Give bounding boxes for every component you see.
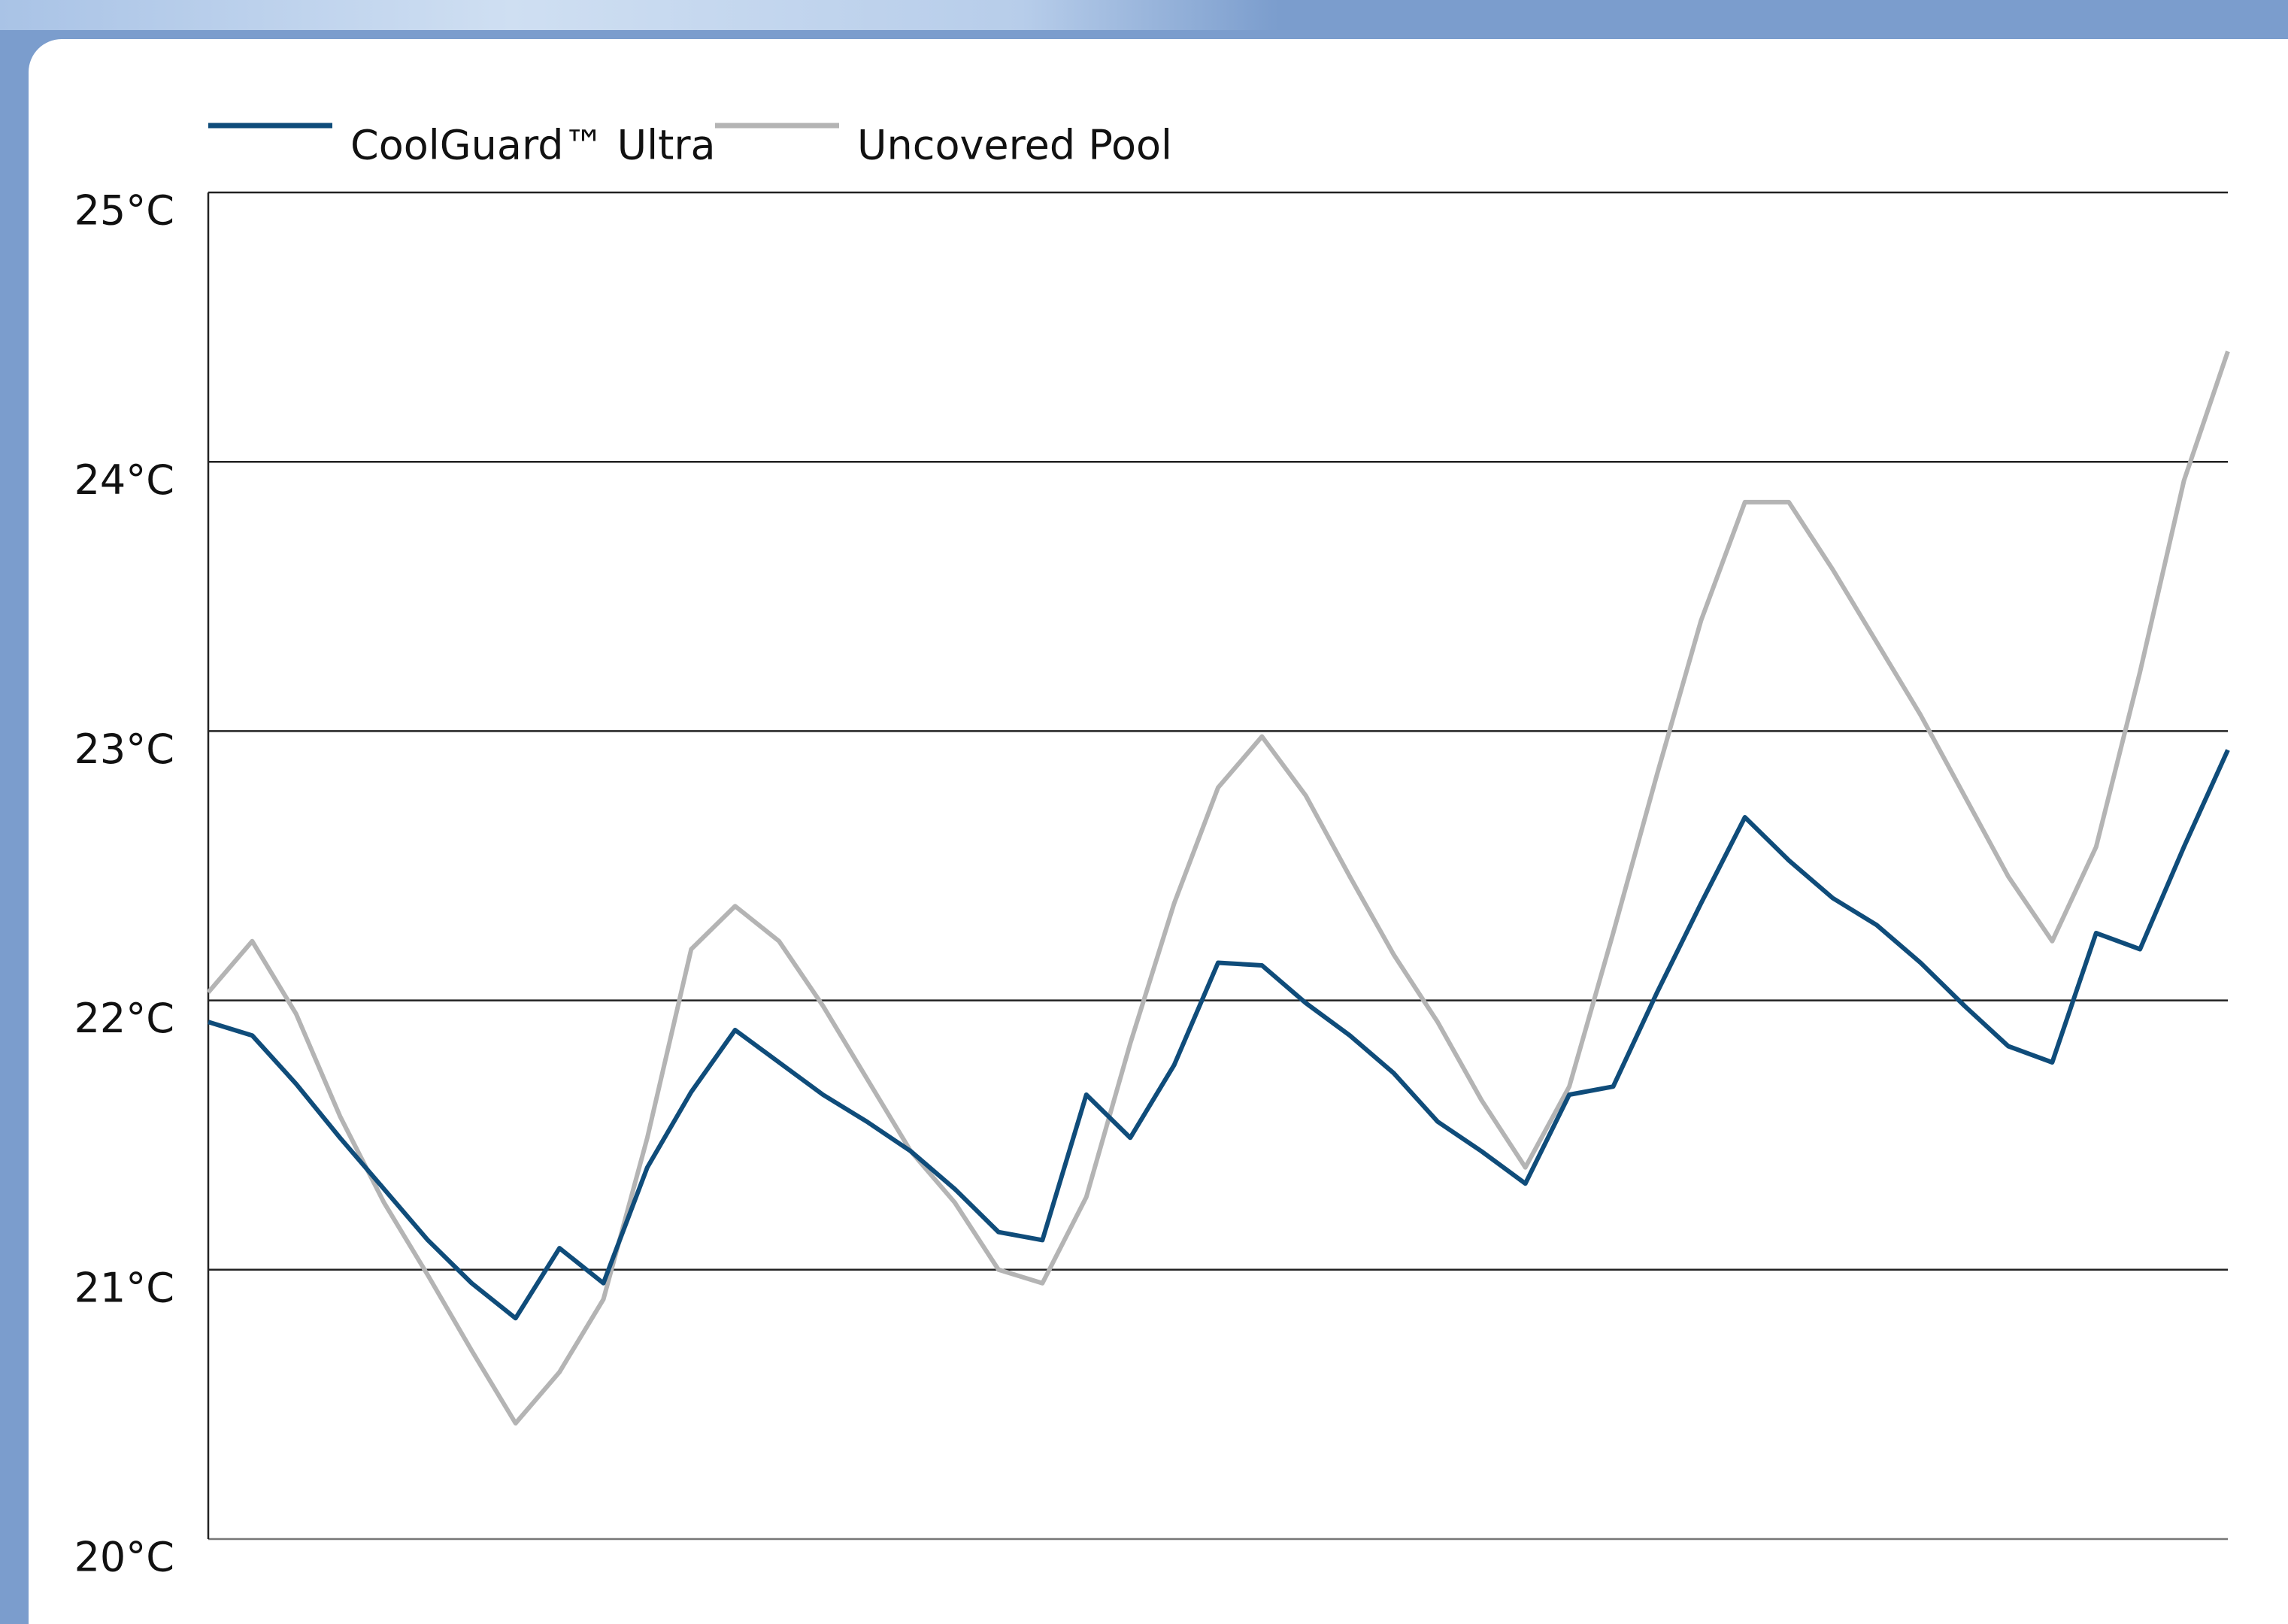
y-tick-label: 25°C bbox=[74, 187, 174, 235]
header-image bbox=[0, 0, 1278, 30]
y-tick-label: 24°C bbox=[74, 456, 174, 504]
data-line bbox=[208, 749, 2230, 1321]
y-tick-label: 20°C bbox=[74, 1534, 174, 1581]
legend-label: CoolGuard™ Ultra bbox=[350, 122, 716, 169]
y-tick-label: 22°C bbox=[74, 995, 174, 1042]
y-tick-label: 21°C bbox=[74, 1264, 174, 1311]
data-line bbox=[206, 350, 2230, 1426]
panel bbox=[29, 39, 2288, 1624]
legend-label: Uncovered Pool bbox=[857, 122, 1172, 169]
y-tick-label: 23°C bbox=[74, 726, 174, 773]
